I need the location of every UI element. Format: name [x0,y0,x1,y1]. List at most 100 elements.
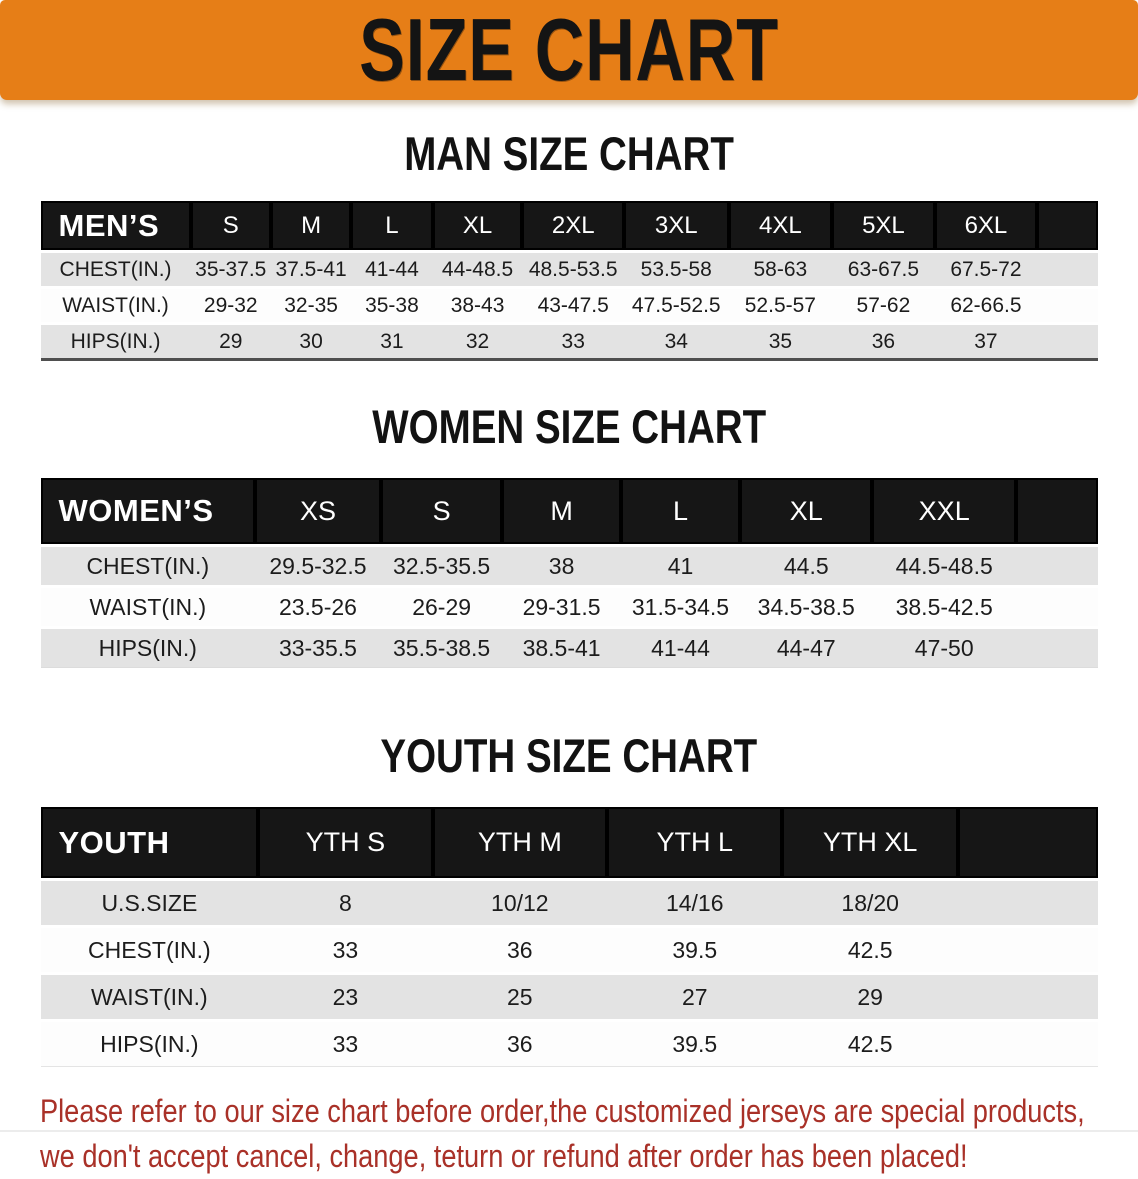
size-cell: 42.5 [782,925,958,974]
spacer-cell [1016,544,1098,587]
size-cell: 23 [258,972,433,1021]
size-cell: 37 [934,322,1038,360]
women-section-heading: WOMEN SIZE CHART [0,399,1138,454]
size-cell: 41 [620,544,741,587]
women-column-header: XXL [872,478,1017,546]
size-cell: 52.5-57 [728,286,833,324]
size-cell: 44.5 [740,544,873,587]
youth-section-heading-text: YOUTH SIZE CHART [380,729,758,782]
size-cell: 36 [832,322,935,360]
size-cell: 25 [432,972,608,1021]
women-column-header: S [380,478,503,546]
youth-table-container: YOUTH YTH S YTH M YTH L YTH XL U.S.SIZE … [0,807,1138,1067]
size-cell: 33 [522,322,624,360]
women-corner-label: WOMEN’S [40,478,256,546]
size-cell: 30 [270,322,352,360]
women-column-header: L [620,478,741,546]
spacer-cell [1016,626,1098,668]
youth-waist-row: WAIST(IN.) 23 25 27 29 [40,972,1098,1021]
size-cell: 44.5-48.5 [872,544,1017,587]
size-cell: 67.5-72 [934,250,1038,288]
men-waist-row: WAIST(IN.) 29-32 32-35 35-38 38-43 43-47… [40,286,1098,324]
size-cell: 29-31.5 [502,585,621,628]
size-chart-banner: SIZE CHART [0,0,1138,100]
size-cell: 62-66.5 [934,286,1038,324]
women-waist-row: WAIST(IN.) 23.5-26 26-29 29-31.5 31.5-34… [40,585,1098,628]
size-cell: 43-47.5 [522,286,624,324]
size-cell: 57-62 [832,286,935,324]
man-section-heading-text: MAN SIZE CHART [404,127,734,180]
spacer-cell [957,807,1098,880]
size-cell: 26-29 [380,585,503,628]
men-column-header: 4XL [728,201,833,252]
size-cell: 36 [432,1019,608,1067]
size-cell: 29 [782,972,958,1021]
size-cell: 48.5-53.5 [522,250,624,288]
men-column-header: XL [432,201,523,252]
row-label: CHEST(IN.) [40,544,256,587]
size-cell: 32.5-35.5 [380,544,503,587]
spacer-cell [1037,201,1098,252]
youth-column-header: YTH XL [782,807,958,880]
row-label: CHEST(IN.) [40,250,191,288]
size-cell: 34 [623,322,729,360]
size-cell: 35 [728,322,833,360]
youth-hips-row: HIPS(IN.) 33 36 39.5 42.5 [40,1019,1098,1067]
size-cell: 31 [351,322,433,360]
youth-column-header: YTH M [432,807,608,880]
size-cell: 29 [190,322,271,360]
women-hips-row: HIPS(IN.) 33-35.5 35.5-38.5 38.5-41 41-4… [40,626,1098,668]
size-cell: 33-35.5 [255,626,381,668]
size-cell: 35.5-38.5 [380,626,503,668]
disclaimer: Please refer to our size chart before or… [40,1089,1138,1179]
men-column-header: L [351,201,433,252]
men-corner-label: MEN’S [40,201,191,252]
row-label: CHEST(IN.) [40,925,259,974]
size-cell: 10/12 [432,878,608,927]
size-cell: 39.5 [607,925,783,974]
youth-section-heading: YOUTH SIZE CHART [0,728,1138,783]
youth-header-row: YOUTH YTH S YTH M YTH L YTH XL [40,807,1098,880]
size-cell: 47-50 [872,626,1017,668]
size-cell: 32 [432,322,523,360]
youth-ussize-row: U.S.SIZE 8 10/12 14/16 18/20 [40,878,1098,927]
spacer-cell [1037,250,1098,288]
spacer-cell [957,972,1098,1021]
spacer-cell [957,878,1098,927]
size-cell: 36 [432,925,608,974]
size-cell: 58-63 [728,250,833,288]
size-cell: 31.5-34.5 [620,585,741,628]
men-chest-row: CHEST(IN.) 35-37.5 37.5-41 41-44 44-48.5… [40,250,1098,288]
disclaimer-line-1: Please refer to our size chart before or… [40,1093,1085,1129]
women-column-header: XL [740,478,873,546]
men-column-header: 5XL [832,201,935,252]
size-cell: 29.5-32.5 [255,544,381,587]
size-cell: 53.5-58 [623,250,729,288]
size-cell: 41-44 [620,626,741,668]
women-column-header: M [502,478,621,546]
spacer-cell [1037,286,1098,324]
size-cell: 38.5-42.5 [872,585,1017,628]
youth-column-header: YTH S [258,807,433,880]
size-cell: 32-35 [270,286,352,324]
men-header-row: MEN’S S M L XL 2XL 3XL 4XL 5XL 6XL [40,201,1098,252]
size-cell: 8 [258,878,433,927]
size-cell: 33 [258,925,433,974]
size-cell: 35-37.5 [190,250,271,288]
spacer-cell [1037,322,1098,360]
size-cell: 34.5-38.5 [740,585,873,628]
size-cell: 41-44 [351,250,433,288]
man-table-container: MEN’S S M L XL 2XL 3XL 4XL 5XL 6XL CHEST… [0,201,1138,361]
disclaimer-line-2: we don't accept cancel, change, teturn o… [40,1138,968,1174]
youth-size-table: YOUTH YTH S YTH M YTH L YTH XL U.S.SIZE … [40,807,1098,1067]
spacer-cell [957,925,1098,974]
women-header-row: WOMEN’S XS S M L XL XXL [40,478,1098,546]
size-cell: 38 [502,544,621,587]
row-label: WAIST(IN.) [40,585,256,628]
size-cell: 23.5-26 [255,585,381,628]
men-hips-row: HIPS(IN.) 29 30 31 32 33 34 35 36 37 [40,322,1098,360]
women-chest-row: CHEST(IN.) 29.5-32.5 32.5-35.5 38 41 44.… [40,544,1098,587]
row-label: HIPS(IN.) [40,322,191,360]
youth-corner-label: YOUTH [40,807,259,880]
row-label: HIPS(IN.) [40,1019,259,1067]
